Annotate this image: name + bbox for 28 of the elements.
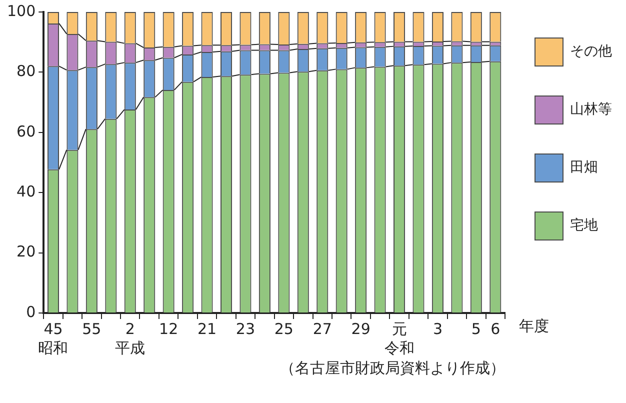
x-tick-label: 12 — [159, 320, 178, 338]
legend-label: 山林等 — [570, 102, 612, 118]
y-tick-label: 100 — [6, 2, 36, 20]
x-tick-label: 23 — [236, 320, 256, 338]
x-tick-label: 27 — [312, 320, 332, 338]
x-tick-label: 45 — [44, 320, 63, 338]
x-tick-label: 5 — [471, 320, 481, 338]
y-tick-label: 20 — [16, 242, 36, 261]
legend-label: その他 — [570, 44, 612, 60]
legend-label: 田畑 — [570, 160, 598, 176]
y-tick-label: 40 — [16, 182, 36, 200]
x-tick-label: 21 — [197, 320, 217, 338]
text: 令和 — [384, 338, 414, 357]
x-tick-label: 3 — [432, 320, 442, 338]
text: 平成 — [115, 338, 146, 357]
y-tick-label: 80 — [16, 62, 36, 80]
x-tick-label: 55 — [82, 320, 102, 338]
y-tick-label: 0 — [26, 302, 36, 321]
x-axis-title: 年度 — [519, 316, 549, 335]
x-tick-label: 2 — [125, 320, 135, 338]
text: 昭和 — [38, 338, 68, 357]
y-tick-label: 60 — [16, 122, 36, 140]
x-tick-label: 29 — [351, 320, 370, 338]
legend-label: 宅地 — [570, 218, 598, 234]
x-tick-label: 元 — [392, 320, 407, 338]
x-tick-label: 6 — [490, 320, 500, 338]
x-tick-label: 25 — [274, 320, 294, 338]
text: （名古屋市財政局資料より作成） — [280, 358, 505, 377]
